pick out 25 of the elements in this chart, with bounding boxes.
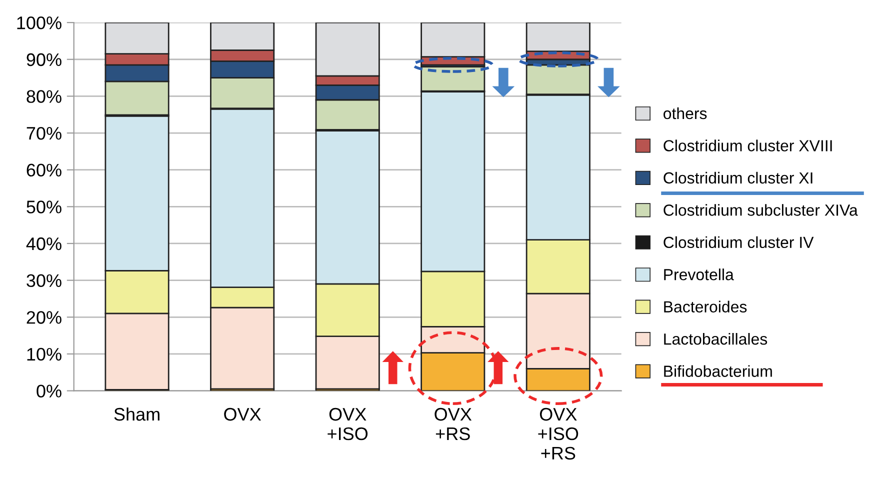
x-tick-label: OVX +RS [434, 408, 472, 440]
x-tick-label: Sham [114, 407, 160, 421]
legend-label: Clostridium cluster XI [664, 172, 812, 184]
legend-label: Clostridium cluster XVIII [664, 140, 832, 152]
y-tick-label: 30% [26, 274, 62, 288]
x-tick-label: OVX +ISO [328, 408, 368, 440]
y-tick-label: 90% [26, 53, 62, 66]
y-tick-label: 40% [26, 237, 62, 250]
x-tick-label: OVX +ISO +RS [538, 408, 578, 460]
y-tick-label: 10% [27, 348, 62, 361]
y-tick-label: 50% [26, 200, 62, 214]
legend-label: Lactobacillales [664, 332, 768, 345]
y-tick-label: 60% [26, 164, 62, 177]
legend-label: Clostridium cluster IV [664, 236, 814, 248]
legend-label: Prevotella [664, 268, 734, 280]
y-tick-label: 70% [26, 126, 62, 140]
y-tick-label: 0% [36, 384, 62, 398]
x-tick-label: OVX [224, 408, 261, 421]
legend-label: Bacteroides [664, 300, 747, 313]
y-tick-label: 100% [17, 16, 62, 30]
legend-label: others [664, 107, 707, 120]
y-tick-label: 20% [26, 311, 62, 324]
y-tick-label: 80% [26, 90, 62, 103]
legend-label: Clostridium subcluster XIVa [664, 204, 858, 216]
legend-label: Bifidobacterium [664, 365, 772, 377]
